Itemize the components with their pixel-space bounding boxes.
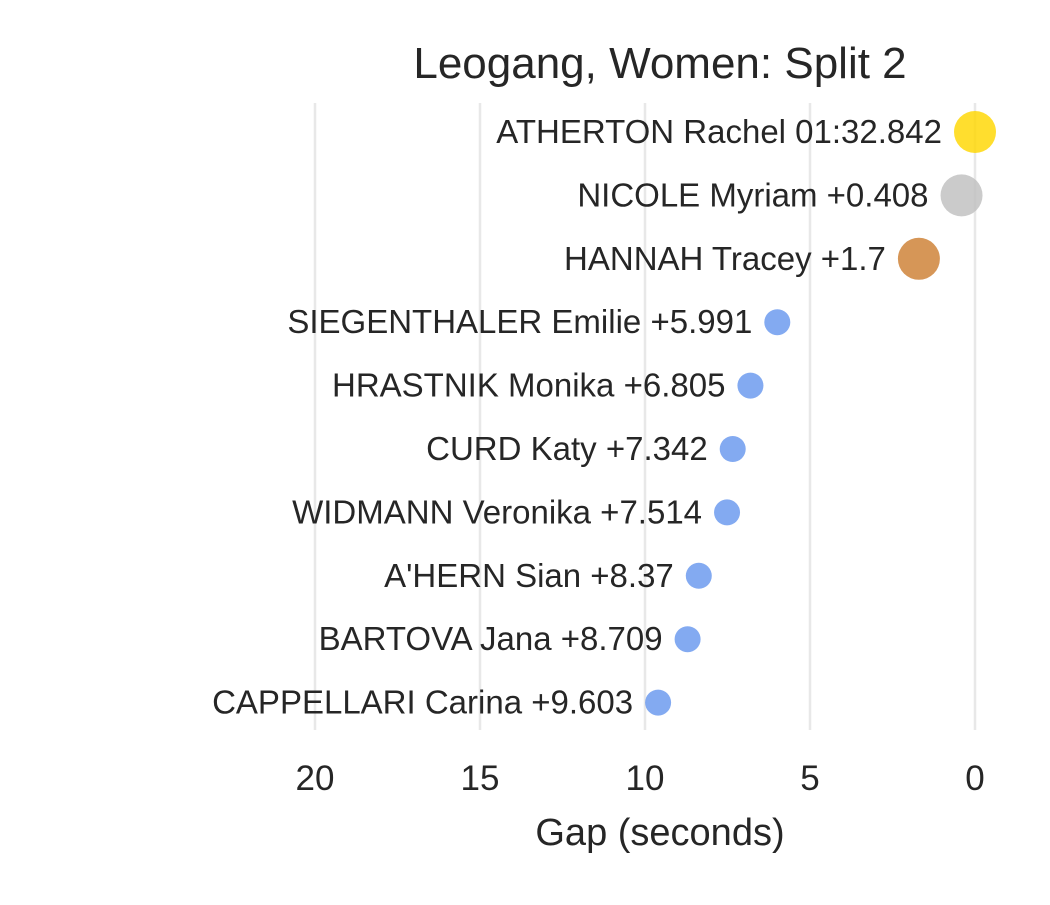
data-label-4: SIEGENTHALER Emilie +5.991 [287, 303, 752, 340]
data-label-3: HANNAH Tracey +1.7 [564, 240, 886, 277]
data-point-5 [737, 372, 764, 399]
data-point-3 [897, 237, 940, 280]
x-tick-label-20: 20 [296, 759, 335, 798]
data-label-8: A'HERN Sian +8.37 [384, 557, 674, 594]
x-tick-label-0: 0 [965, 759, 984, 798]
data-label-7: WIDMANN Veronika +7.514 [292, 493, 702, 530]
data-point-2 [940, 174, 983, 217]
label-layer: ATHERTON Rachel 01:32.842 NICOLE Myriam +… [212, 113, 942, 721]
data-label-9: BARTOVA Jana +8.709 [319, 620, 663, 657]
data-point-6 [719, 436, 746, 462]
data-label-5: HRASTNIK Monika +6.805 [332, 367, 725, 404]
x-tick-label-15: 15 [461, 759, 500, 798]
data-point-8 [685, 562, 712, 589]
x-tick-label-5: 5 [800, 759, 819, 798]
point-layer [645, 111, 996, 716]
x-axis-label: Gap (seconds) [535, 812, 784, 854]
data-point-7 [714, 499, 741, 526]
data-point-10 [645, 689, 672, 716]
data-label-10: CAPPELLARI Carina +9.603 [212, 684, 633, 721]
tick-layer: 20 15 10 5 0 [296, 759, 985, 798]
data-label-2: NICOLE Myriam +0.408 [577, 176, 928, 213]
x-tick-label-10: 10 [626, 759, 665, 798]
data-point-4 [764, 309, 791, 336]
chart-title: Leogang, Women: Split 2 [413, 39, 906, 88]
data-label-1: ATHERTON Rachel 01:32.842 [496, 113, 942, 150]
data-label-6: CURD Katy +7.342 [426, 430, 708, 467]
data-point-9 [674, 626, 701, 653]
data-point-1 [954, 111, 996, 153]
